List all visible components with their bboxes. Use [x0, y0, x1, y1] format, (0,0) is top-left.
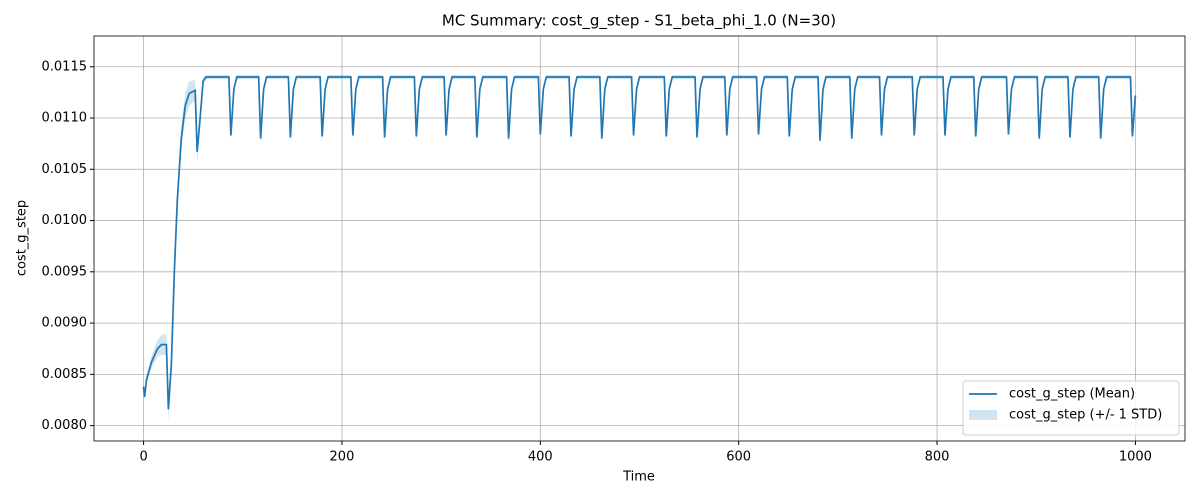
x-tick-label: 400 [528, 450, 553, 465]
y-tick-label: 0.0100 [42, 213, 88, 228]
x-axis-label: Time [622, 470, 655, 485]
y-tick-label: 0.0115 [42, 59, 88, 74]
plot-frame [93, 35, 1186, 442]
legend-swatch [969, 410, 997, 420]
y-axis-label: cost_g_step [15, 200, 30, 276]
legend: cost_g_step (Mean) cost_g_step (+/- 1 STD… [962, 380, 1180, 436]
x-tick-label: 1000 [1119, 450, 1152, 465]
y-tick-label: 0.0110 [42, 111, 88, 126]
legend-box [962, 380, 1180, 436]
legend-label: cost_g_step (+/- 1 STD) [1009, 408, 1162, 423]
x-tick-label: 600 [726, 450, 751, 465]
std-band [143, 74, 1136, 422]
y-tick-label: 0.0095 [42, 264, 88, 279]
x-tick-label: 0 [139, 450, 147, 465]
x-tick-label: 800 [925, 450, 950, 465]
x-tick-label: 200 [330, 450, 355, 465]
legend-label: cost_g_step (Mean) [1009, 387, 1135, 402]
y-tick-label: 0.0090 [42, 316, 88, 331]
mean-line [142, 76, 1137, 410]
chart-title: MC Summary: cost_g_step - S1_beta_phi_1.… [442, 12, 836, 31]
y-tick-label: 0.0105 [42, 162, 88, 177]
y-tick-label: 0.0080 [42, 418, 88, 433]
y-tick-label: 0.0085 [42, 367, 88, 382]
